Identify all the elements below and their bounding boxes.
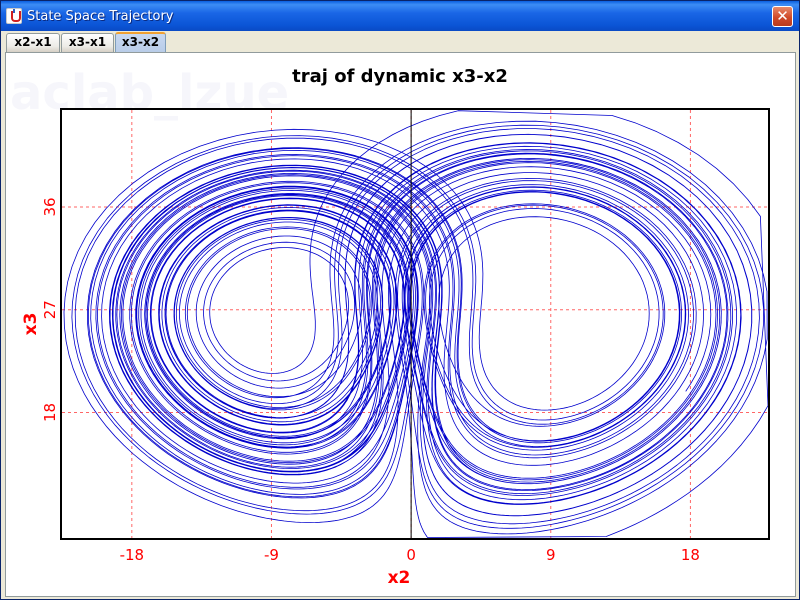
tab-x3-x2[interactable]: x3-x2	[115, 32, 166, 53]
x-tick-label: -18	[120, 546, 145, 564]
plot-frame	[60, 108, 770, 540]
java-app-icon	[6, 8, 22, 24]
y-tick-label: 18	[41, 403, 59, 422]
y-tick-label: 36	[41, 197, 59, 216]
tab-label: x3-x2	[121, 35, 160, 49]
tab-x3-x1[interactable]: x3-x1	[61, 33, 114, 52]
tab-label: x3-x1	[68, 35, 107, 49]
chart-title: traj of dynamic x3-x2	[292, 66, 508, 87]
y-axis-label: x3	[21, 313, 41, 336]
watermark: aclab_lzue	[10, 65, 290, 121]
trajectory-path	[63, 110, 769, 538]
tab-label: x2-x1	[14, 35, 52, 49]
tick-labels: -18 -9 0 9 18 18 27 36	[41, 197, 700, 564]
x-tick-label: 0	[406, 546, 416, 564]
x-axis-label: x2	[388, 568, 411, 588]
x-tick-label: -9	[264, 546, 279, 564]
window-title: State Space Trajectory	[27, 9, 174, 24]
trajectory-curve	[63, 110, 769, 538]
title-bar[interactable]: State Space Trajectory ✕	[1, 1, 799, 31]
tab-x2-x1[interactable]: x2-x1	[6, 33, 60, 52]
close-button[interactable]: ✕	[772, 6, 793, 27]
x-tick-label: 18	[681, 546, 700, 564]
y-tick-label: 27	[41, 300, 59, 319]
x-tick-label: 9	[546, 546, 556, 564]
